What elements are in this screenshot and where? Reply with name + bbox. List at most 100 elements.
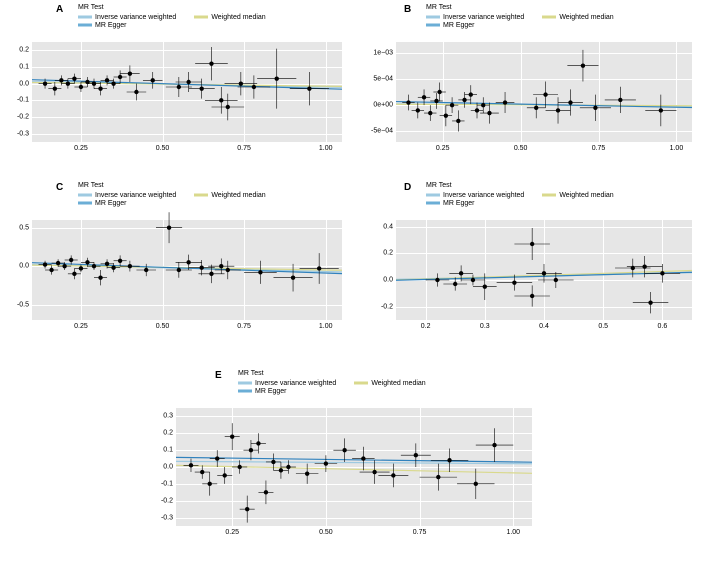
legend-item: Weighted median [354,379,425,387]
xtick-label: 0.50 [156,320,170,330]
data-point [361,456,365,460]
data-point [307,86,311,90]
xtick-label: 0.25 [436,142,450,152]
data-point [245,507,249,511]
legend: MR TestInverse variance weightedWeighted… [78,182,266,207]
data-point [317,266,321,270]
ytick-label: -5e−04 [371,128,396,135]
data-point [487,111,491,115]
data-point [249,448,253,452]
data-point [59,78,63,82]
data-point [72,272,76,276]
data-point [462,98,466,102]
xtick-label: 0.6 [658,320,668,330]
plot-C: -0.50.00.50.250.500.751.00 [32,220,342,320]
xtick-label: 0.50 [156,142,170,152]
legend-item-label: MR Egger [95,200,127,207]
plot-D: -0.20.00.20.40.20.30.40.50.6 [396,220,692,320]
xtick-label: 0.75 [237,320,251,330]
data-point [208,482,212,486]
xtick-label: 1.00 [506,526,520,536]
legend-item: Inverse variance weighted [238,379,336,387]
ytick-label: -0.3 [17,130,32,137]
legend-swatch-icon [238,387,252,395]
data-point [219,264,223,268]
xtick-label: 1.00 [319,320,333,330]
legend-item: MR Egger [78,21,127,29]
data-point [56,261,60,265]
legend-swatch-icon [78,199,92,207]
ytick-label: -0.2 [161,497,176,504]
legend: MR TestInverse variance weightedWeighted… [426,182,614,207]
data-point [406,100,410,104]
data-point [512,280,516,284]
data-point [543,92,547,96]
data-point [483,284,487,288]
ytick-label: 0.2 [163,430,176,437]
ytick-label: -0.1 [161,480,176,487]
legend-item: MR Egger [238,387,287,395]
data-point [554,278,558,282]
data-point [167,225,171,229]
ytick-label: -0.2 [17,114,32,121]
ytick-label: 0.5 [19,224,32,231]
data-point [199,265,203,269]
data-point [134,90,138,94]
legend: MR TestInverse variance weightedWeighted… [426,4,614,29]
data-point [177,268,181,272]
xtick-label: 0.4 [539,320,549,330]
legend-item: Weighted median [542,13,613,21]
data-point [79,85,83,89]
ytick-label: -0.2 [381,303,396,310]
ytick-label: 0.4 [383,223,396,230]
ytick-label: 0.3 [163,413,176,420]
ytick-label: -0.3 [161,514,176,521]
ytick-label: 1e−03 [373,49,396,56]
data-point [475,108,479,112]
legend-swatch-icon [426,21,440,29]
data-point [85,260,89,264]
legend-swatch-icon [426,199,440,207]
data-point [144,268,148,272]
data-point [642,264,646,268]
legend: MR TestInverse variance weightedWeighted… [238,370,426,395]
data-point [62,264,66,268]
xtick-label: 0.50 [319,526,333,536]
legend-item: MR Egger [426,21,475,29]
legend-title: MR Test [78,4,266,11]
data-point [593,106,597,110]
data-point [271,460,275,464]
data-point [422,95,426,99]
data-point [92,81,96,85]
data-point [530,242,534,246]
data-point [199,86,203,90]
legend-item: MR Egger [426,199,475,207]
legend-title: MR Test [426,4,614,11]
data-point [648,300,652,304]
plot-E: -0.3-0.2-0.10.00.10.20.30.250.500.751.00 [176,408,532,526]
legend-item: MR Egger [78,199,127,207]
legend-title: MR Test [426,182,614,189]
data-point [416,108,420,112]
legend-item-label: Weighted median [211,192,265,199]
xtick-label: 0.25 [74,320,88,330]
plot-svg [32,42,342,142]
xtick-label: 1.00 [670,142,684,152]
data-point [92,264,96,268]
legend-swatch-icon [78,21,92,29]
data-point [223,473,227,477]
data-point [434,99,438,103]
data-point [238,465,242,469]
data-point [53,86,57,90]
data-point [219,98,223,102]
legend-item-label: Inverse variance weighted [255,380,336,387]
data-point [503,100,507,104]
data-point [239,81,243,85]
legend-item: Weighted median [542,191,613,199]
legend-swatch-icon [542,191,556,199]
ytick-label: 0.0 [19,263,32,270]
data-point [286,465,290,469]
data-point [118,259,122,263]
xtick-label: 0.75 [413,526,427,536]
data-point [226,268,230,272]
